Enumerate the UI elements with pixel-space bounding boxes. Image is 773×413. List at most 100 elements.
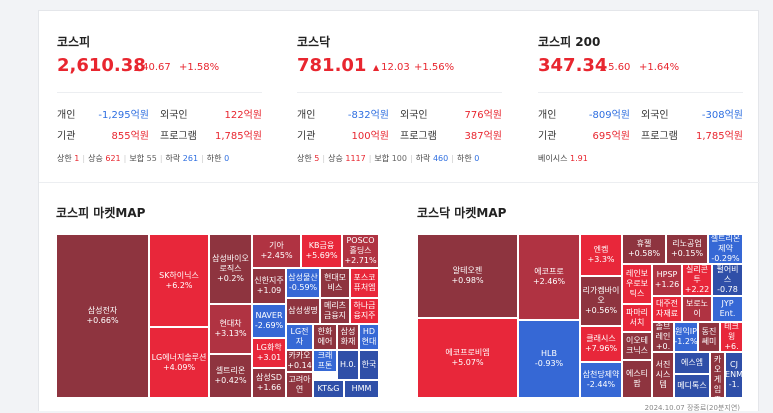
- personal-net: -809억원: [588, 110, 630, 121]
- map-tile[interactable]: 기아 +2.45%: [252, 234, 301, 268]
- map-tile[interactable]: 삼성바이오로직스 +0.2%: [209, 234, 252, 304]
- institution-net: 855억원: [111, 131, 150, 142]
- map-tile[interactable]: 리가켐바이오 +0.56%: [580, 276, 622, 326]
- map-tile[interactable]: 셀트리온 +0.42%: [209, 354, 252, 398]
- map-tile[interactable]: 서진시스템: [652, 352, 674, 398]
- map-tile[interactable]: 삼성SD +1.66: [252, 368, 286, 398]
- map-tile[interactable]: 현대모비스: [320, 268, 350, 298]
- kospi-percent: +1.58%: [179, 62, 220, 73]
- map-tile[interactable]: 에코프로비엠 +5.07%: [417, 318, 518, 398]
- investor-row-2: 기관 100억원 프로그램 387억원: [297, 127, 503, 142]
- map-tile[interactable]: 카카오 +0.14: [286, 350, 313, 372]
- kospi-value: 2,610.38: [57, 55, 146, 76]
- divider: [57, 92, 262, 93]
- kospi200-basis: 베이시스 1.91: [538, 154, 588, 163]
- map-tile[interactable]: LG화학 +3.01: [252, 338, 286, 368]
- map-tile[interactable]: 리노공업 +0.15%: [666, 234, 708, 264]
- map-tile[interactable]: 에스엠: [674, 352, 710, 374]
- map-tile[interactable]: 실리콘투 +2.22: [682, 264, 712, 296]
- kospi-change: ▲ 40.67: [134, 62, 171, 73]
- program-net: 1,785억원: [214, 131, 262, 142]
- map-tile[interactable]: LG전자: [286, 324, 313, 350]
- kospi-breadth: 상한 1 | 상승 621 | 보합 55 | 하락 261 | 하한 0: [57, 154, 230, 163]
- kosdaq-value: 781.01: [297, 55, 367, 76]
- kospi-map-title[interactable]: 코스피 마켓MAP: [56, 206, 146, 220]
- map-tile[interactable]: 삼성생명: [286, 298, 320, 324]
- map-tile[interactable]: 카카오게임즈: [710, 352, 725, 398]
- personal-net: -1,295억원: [98, 110, 149, 121]
- map-tile[interactable]: 원익IP -1.2%: [674, 322, 698, 352]
- program-net: 1,785억원: [695, 131, 743, 142]
- investor-row-1: 개인 -809억원 외국인 -308억원: [538, 106, 743, 121]
- map-tile[interactable]: 셀트리온제약 -0.29%: [708, 234, 743, 264]
- up-triangle-icon: ▲: [134, 63, 141, 72]
- map-tile[interactable]: 에코프로 +2.46%: [518, 234, 580, 320]
- map-tile[interactable]: 알테오젠 +0.98%: [417, 234, 518, 318]
- kosdaq-change: ▲ 12.03: [373, 62, 410, 73]
- map-tile[interactable]: NAVER -2.69%: [252, 304, 286, 338]
- foreign-net: -308억원: [701, 110, 743, 121]
- program-net: 387억원: [464, 131, 503, 142]
- map-tile[interactable]: 한화에어: [313, 324, 337, 350]
- map-tile[interactable]: 삼천당제약 -2.44%: [580, 362, 622, 398]
- map-tile[interactable]: 메디톡스: [674, 374, 710, 398]
- map-tile[interactable]: 신한지주 +1.09: [252, 268, 286, 304]
- map-tile[interactable]: 솔브레인 +0.: [652, 322, 674, 352]
- investor-row-2: 기관 695억원 프로그램 1,785억원: [538, 127, 743, 142]
- section-divider: [39, 182, 760, 183]
- foreign-net: 122억원: [224, 110, 263, 121]
- map-tile[interactable]: 테크윙 +6.: [720, 322, 743, 352]
- divider: [538, 92, 743, 93]
- map-tile[interactable]: 휴젤 +0.58%: [622, 234, 666, 264]
- map-tile[interactable]: H.0.: [337, 350, 359, 380]
- foreign-net: 776억원: [464, 110, 503, 121]
- map-tile[interactable]: CJ ENM -1.: [725, 352, 743, 398]
- kosdaq-panel[interactable]: 코스닥 781.01 ▲ 12.03 +1.56% 개인 -832억원 외국인 7…: [297, 11, 502, 181]
- map-tile[interactable]: 이오테크닉스: [622, 332, 652, 360]
- kospi200-title[interactable]: 코스피 200: [538, 35, 601, 49]
- map-tile[interactable]: KT&G: [313, 380, 344, 398]
- kospi-title[interactable]: 코스피: [57, 35, 91, 49]
- map-tile[interactable]: 삼성전자 +0.66%: [56, 234, 149, 398]
- map-tile[interactable]: 클래시스 +7.96%: [580, 326, 622, 362]
- map-tile[interactable]: 대주전자재료: [652, 296, 682, 322]
- map-tile[interactable]: LG에너지솔루션 +4.09%: [149, 327, 209, 398]
- map-tile[interactable]: KB금융 +5.69%: [301, 234, 342, 268]
- kospi-panel[interactable]: 코스피 2,610.38 ▲ 40.67 +1.58% 개인 -1,295억원 외…: [57, 11, 262, 181]
- map-tile[interactable]: HMM: [344, 380, 379, 398]
- investor-row-1: 개인 -1,295억원 외국인 122억원: [57, 106, 263, 121]
- kosdaq-market-map: 알테오젠 +0.98% 에코프로비엠 +5.07% 에코프로 +2.46% HLB -0…: [417, 234, 743, 398]
- map-tile[interactable]: 한국: [359, 350, 379, 380]
- map-tile[interactable]: JYP Ent.: [712, 296, 743, 322]
- map-tile[interactable]: 고려아연: [286, 372, 313, 398]
- kosdaq-map-title[interactable]: 코스닥 마켓MAP: [417, 206, 507, 220]
- map-tile[interactable]: 엔켐 +3.3%: [580, 234, 622, 276]
- kospi-market-map: 삼성전자 +0.66% SK하이닉스 +6.2% LG에너지솔루션 +4.09% 삼성…: [56, 234, 379, 398]
- map-tile[interactable]: 펄어비스 -0.78: [712, 264, 743, 296]
- kospi200-panel[interactable]: 코스피 200 347.34 ▲ 5.60 +1.64% 개인 -809억원 외국…: [538, 11, 743, 181]
- map-tile[interactable]: 크래프톤: [313, 350, 337, 372]
- kospi200-change: ▲ 5.60: [600, 62, 631, 73]
- timestamp: 2024.10.07 장종료(20분지연): [644, 404, 740, 412]
- map-tile[interactable]: HPSP +1.26: [652, 264, 682, 296]
- map-tile[interactable]: 파마리서치: [622, 304, 652, 332]
- map-tile[interactable]: 포스코퓨처엠: [350, 268, 379, 298]
- map-tile[interactable]: 보로노이: [682, 296, 712, 322]
- kospi200-percent: +1.64%: [639, 62, 680, 73]
- map-tile[interactable]: 삼성물산 -0.59%: [286, 268, 320, 298]
- map-tile[interactable]: 하나금융지주: [350, 298, 379, 324]
- map-tile[interactable]: HLB -0.93%: [518, 320, 580, 398]
- map-tile[interactable]: 에스티팜: [622, 360, 652, 398]
- kosdaq-title[interactable]: 코스닥: [297, 35, 331, 49]
- map-tile[interactable]: 현대차 +3.13%: [209, 304, 252, 354]
- map-tile[interactable]: 레인보우로보틱스: [622, 264, 652, 304]
- map-tile[interactable]: SK하이닉스 +6.2%: [149, 234, 209, 327]
- map-tile[interactable]: 동진쎄미: [698, 322, 720, 352]
- divider: [297, 92, 502, 93]
- institution-net: 100억원: [351, 131, 390, 142]
- map-tile[interactable]: HD현대: [359, 324, 379, 350]
- map-tile[interactable]: 삼성화재: [337, 324, 359, 350]
- kospi200-value: 347.34: [538, 55, 608, 76]
- map-tile[interactable]: POSCO홀딩스 +2.71%: [342, 234, 379, 268]
- map-tile[interactable]: 메리츠금융지: [320, 298, 350, 324]
